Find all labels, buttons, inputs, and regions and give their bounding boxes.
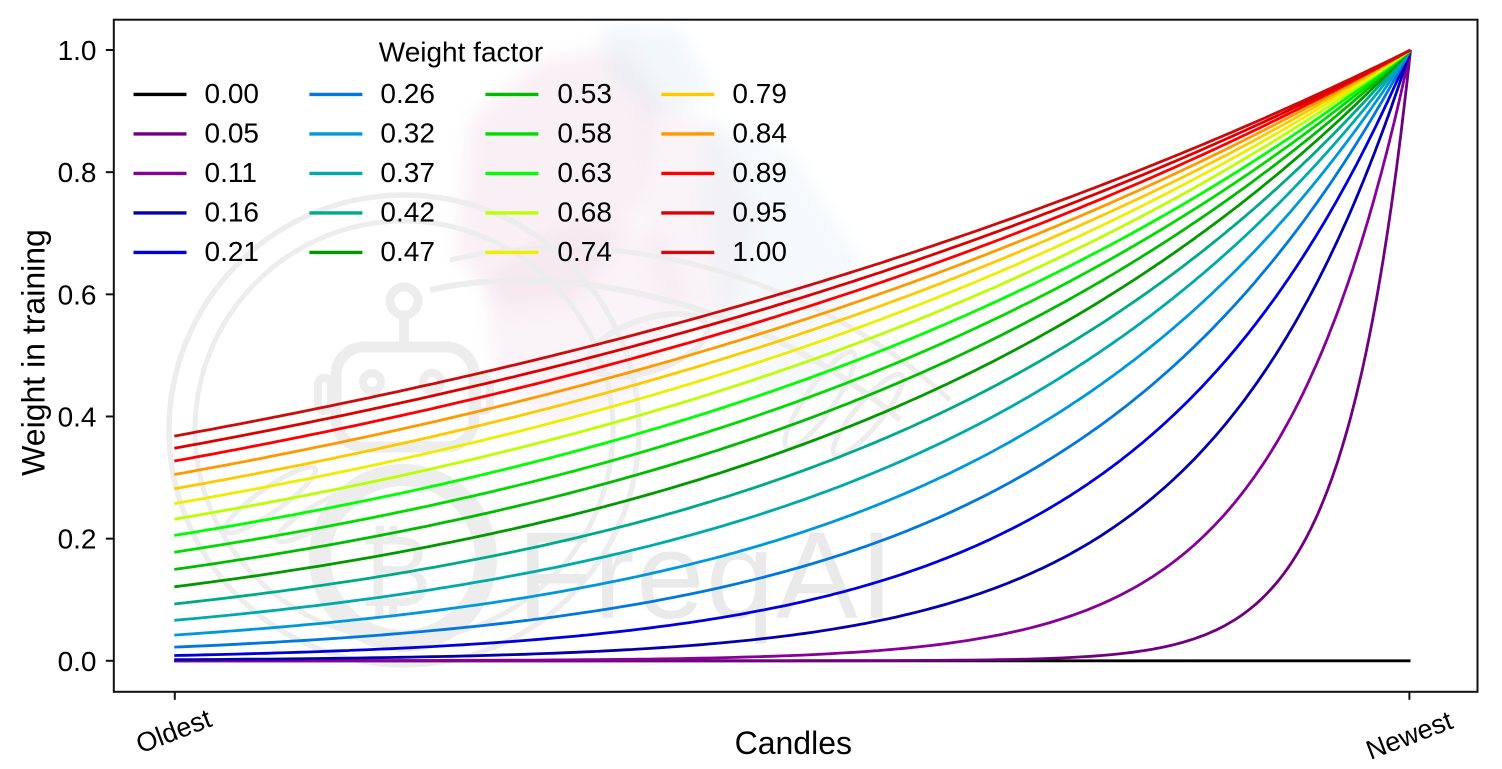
svg-text:0.58: 0.58	[557, 118, 612, 149]
svg-text:FreqAI: FreqAI	[517, 508, 895, 645]
svg-text:0.79: 0.79	[732, 78, 787, 109]
svg-text:0.84: 0.84	[732, 118, 787, 149]
svg-text:0.53: 0.53	[557, 78, 612, 109]
svg-text:0.11: 0.11	[205, 157, 257, 188]
svg-text:1.0: 1.0	[58, 35, 97, 66]
svg-text:0.32: 0.32	[380, 118, 435, 149]
svg-text:1.00: 1.00	[732, 236, 787, 267]
svg-text:0.95: 0.95	[732, 197, 787, 228]
svg-text:0.16: 0.16	[205, 197, 260, 228]
svg-text:Candles: Candles	[735, 725, 852, 761]
svg-text:0.37: 0.37	[380, 157, 435, 188]
svg-text:0.00: 0.00	[205, 78, 260, 109]
svg-text:0.26: 0.26	[380, 78, 435, 109]
svg-text:0.21: 0.21	[205, 236, 260, 267]
svg-text:0.68: 0.68	[557, 197, 612, 228]
svg-text:Weight factor: Weight factor	[379, 37, 543, 68]
svg-text:₿: ₿	[358, 516, 432, 628]
svg-text:0.89: 0.89	[732, 157, 787, 188]
svg-text:0.63: 0.63	[557, 157, 612, 188]
svg-text:0.0: 0.0	[58, 646, 97, 677]
svg-text:0.74: 0.74	[557, 236, 612, 267]
svg-text:0.42: 0.42	[380, 197, 435, 228]
svg-text:0.4: 0.4	[58, 401, 97, 432]
svg-text:0.05: 0.05	[205, 118, 260, 149]
svg-text:0.47: 0.47	[380, 236, 435, 267]
svg-text:0.2: 0.2	[58, 524, 97, 555]
svg-text:0.6: 0.6	[58, 279, 97, 310]
svg-text:0.8: 0.8	[58, 157, 97, 188]
svg-text:Weight in training: Weight in training	[16, 229, 52, 476]
